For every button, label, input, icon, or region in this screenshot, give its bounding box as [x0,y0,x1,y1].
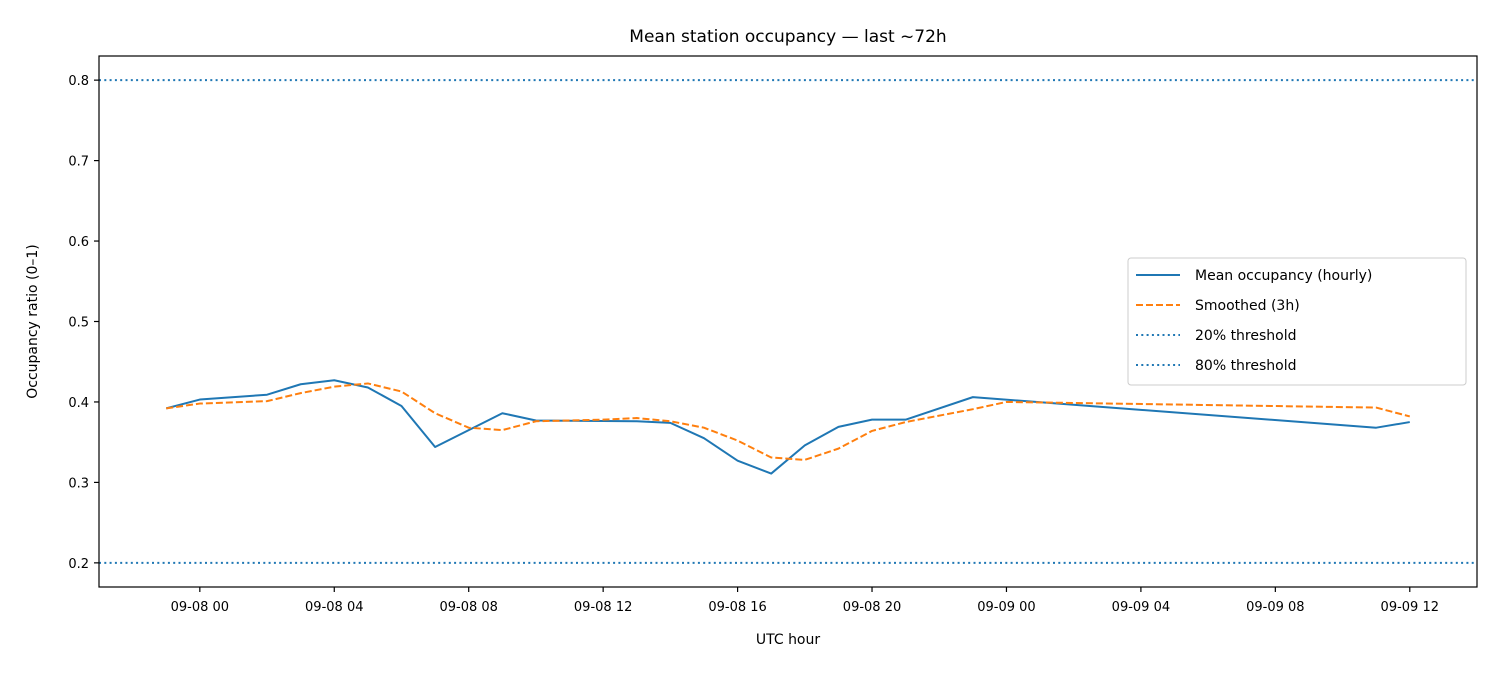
chart-title: Mean station occupancy — last ~72h [629,27,946,47]
x-tick-label: 09-09 04 [1112,600,1170,615]
x-tick-label: 09-08 04 [305,600,363,615]
y-axis-ticks: 0.2 0.3 0.4 0.5 0.6 0.7 0.8 [68,74,99,572]
x-tick-label: 09-08 20 [843,600,901,615]
series-line-hourly [165,379,1410,475]
y-tick-label: 0.6 [68,235,89,250]
x-tick-label: 09-08 16 [708,600,766,615]
y-tick-label: 0.7 [68,155,89,170]
series-line-smoothed [166,382,1411,461]
legend-box [1127,257,1467,386]
y-tick-label: 0.3 [68,476,89,491]
legend: Mean occupancy (hourly) Smoothed (3h) 20… [1127,257,1467,386]
legend-label-smoothed: Smoothed (3h) [1195,298,1300,314]
series-lines [165,379,1411,475]
x-tick-label: 09-09 00 [977,600,1035,615]
y-axis-title: Occupancy ratio (0–1) [25,244,41,399]
y-tick-label: 0.5 [68,316,89,331]
x-tick-label: 09-08 08 [439,600,497,615]
x-axis-title: UTC hour [756,632,821,648]
x-tick-label: 09-09 12 [1381,600,1439,615]
y-tick-label: 0.4 [68,396,89,411]
x-tick-label: 09-09 08 [1246,600,1304,615]
legend-label-threshold-20: 20% threshold [1195,328,1297,344]
legend-label-hourly: Mean occupancy (hourly) [1195,268,1372,284]
legend-label-threshold-80: 80% threshold [1195,358,1297,374]
y-tick-label: 0.2 [68,557,89,572]
threshold-lines [99,79,1477,564]
y-tick-label: 0.8 [68,74,89,89]
x-tick-label: 09-08 00 [171,600,229,615]
x-axis-ticks: 09-08 00 09-08 04 09-08 08 09-08 12 09-08 16… [171,587,1439,615]
x-tick-label: 09-08 12 [574,600,632,615]
